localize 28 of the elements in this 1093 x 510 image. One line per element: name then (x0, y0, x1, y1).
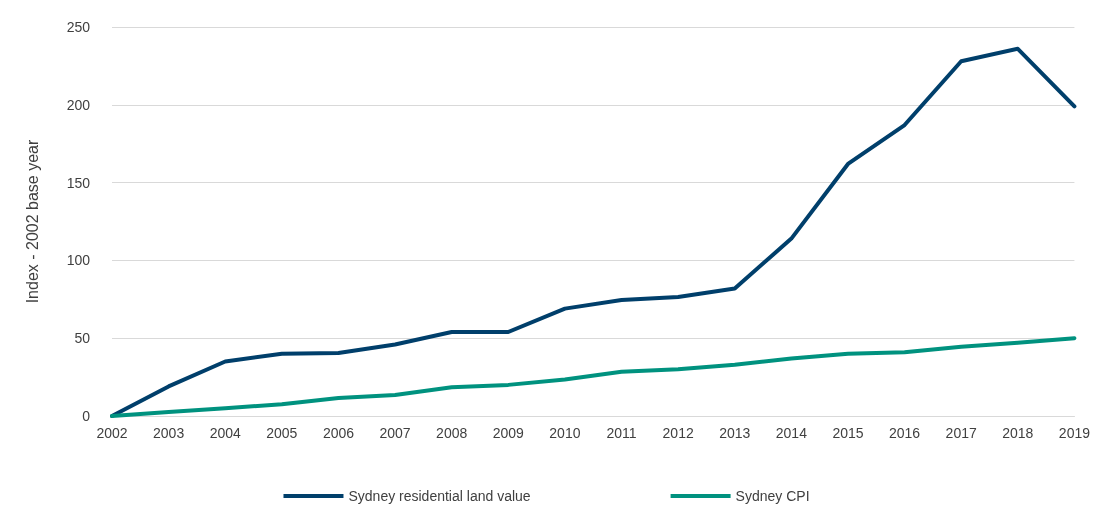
y-tick-label: 100 (66, 252, 91, 269)
legend-label: Sydney CPI (735, 488, 810, 504)
x-tick-label: 2019 (1058, 425, 1091, 441)
y-tick-label: 250 (66, 19, 91, 35)
y-tick-label: 0 (82, 408, 91, 424)
y-axis-title: Index - 2002 base year (23, 139, 41, 304)
x-tick-label: 2003 (153, 425, 185, 441)
x-tick-label: 2006 (322, 425, 355, 441)
y-tick-label: 150 (66, 174, 91, 191)
x-tick-label: 2009 (492, 425, 525, 441)
x-tick-label: 2007 (379, 425, 411, 441)
x-tick-label: 2018 (1002, 425, 1034, 441)
y-tick-label: 50 (74, 330, 91, 347)
x-tick-label: 2015 (832, 425, 864, 441)
x-tick-label: 2017 (945, 425, 977, 441)
line-series (110, 336, 1077, 418)
x-tick-label: 2004 (209, 425, 242, 441)
x-tick-label: 2016 (889, 425, 921, 441)
x-tick-label: 2005 (266, 425, 298, 441)
x-tick-label: 2008 (436, 425, 468, 441)
x-tick-label: 2011 (606, 425, 637, 441)
x-tick-label: 2013 (719, 425, 751, 441)
legend-label: Sydney residential land value (348, 488, 531, 504)
x-tick-label: 2002 (96, 425, 128, 441)
x-tick-label: 2010 (549, 425, 581, 441)
x-tick-label: 2014 (775, 425, 808, 441)
y-tick-label: 200 (66, 96, 91, 113)
x-tick-label: 2012 (662, 425, 694, 441)
